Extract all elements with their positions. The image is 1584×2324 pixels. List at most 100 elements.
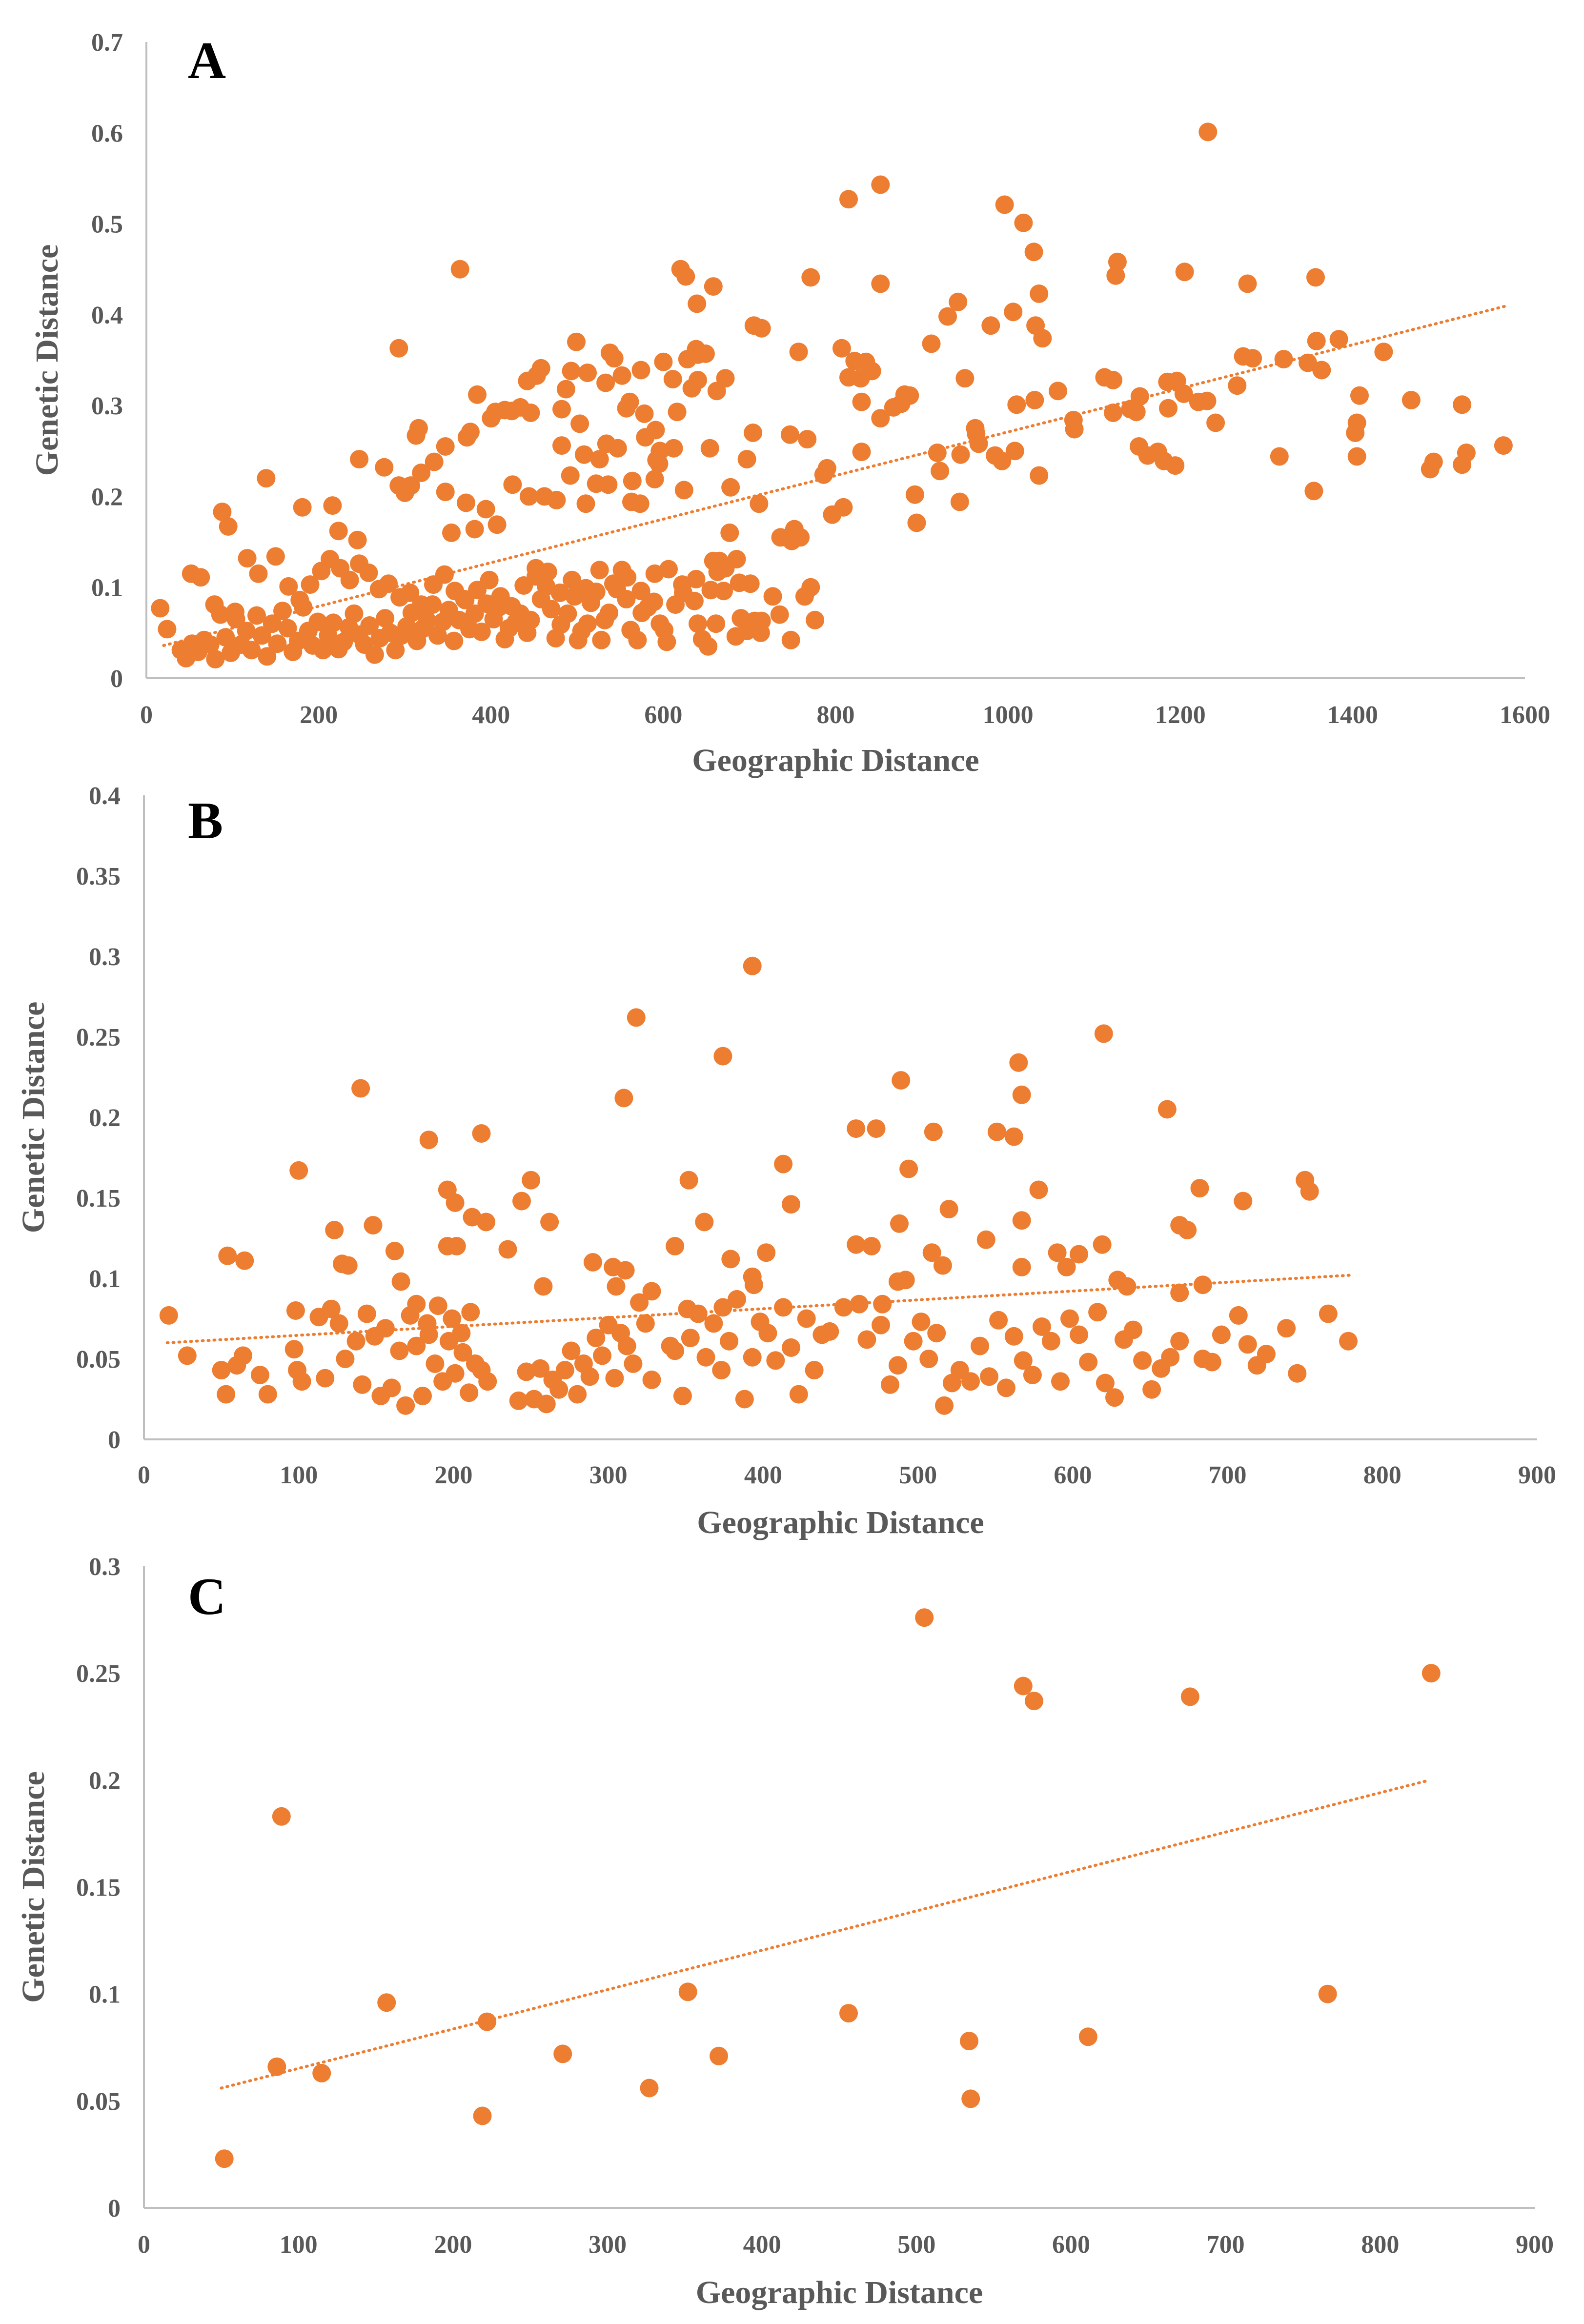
x-tick-label: 200: [434, 2231, 472, 2259]
data-point: [1238, 274, 1257, 293]
data-point: [1166, 456, 1185, 475]
data-point: [1012, 1211, 1031, 1230]
data-point: [1304, 482, 1323, 501]
data-point: [721, 1250, 740, 1269]
data-point: [555, 1361, 574, 1380]
data-point: [832, 339, 851, 358]
data-point: [989, 1311, 1008, 1330]
data-point: [1159, 399, 1178, 418]
data-point: [696, 1348, 715, 1367]
data-point: [250, 1366, 269, 1384]
x-tick-label: 1600: [1500, 701, 1550, 729]
data-point: [980, 1367, 998, 1386]
data-point: [1274, 350, 1293, 369]
x-tick-label: 1200: [1155, 701, 1206, 729]
data-point: [688, 294, 707, 313]
data-point: [1180, 1687, 1199, 1706]
data-point: [1012, 1257, 1031, 1276]
data-point: [1030, 466, 1049, 485]
data-point: [509, 1391, 528, 1410]
data-point: [1065, 420, 1084, 439]
data-point: [323, 496, 342, 515]
data-point: [593, 1346, 611, 1365]
data-point: [795, 587, 814, 606]
data-point: [743, 1348, 762, 1367]
data-point: [907, 513, 926, 532]
data-point: [1238, 1335, 1257, 1354]
data-point: [534, 1277, 553, 1296]
data-point: [1012, 1085, 1031, 1104]
data-point: [766, 1351, 785, 1370]
data-point: [436, 483, 455, 502]
data-point: [631, 582, 650, 601]
data-point: [465, 604, 484, 623]
y-tick-label: 0.2: [89, 1104, 121, 1132]
data-point: [713, 1047, 732, 1066]
data-point: [640, 2079, 659, 2098]
data-point: [1133, 1351, 1152, 1370]
data-point: [673, 1386, 692, 1405]
data-point: [484, 609, 503, 628]
y-axis-title: Genetic Distance: [16, 1771, 51, 2003]
data-point: [522, 1171, 541, 1190]
data-point: [438, 1237, 457, 1255]
data-point: [401, 1306, 420, 1325]
data-point: [798, 430, 817, 449]
data-point: [487, 515, 507, 534]
data-point: [477, 1213, 496, 1232]
x-tick-label: 800: [1363, 1461, 1401, 1489]
data-point: [364, 1216, 383, 1235]
data-point: [1029, 1180, 1048, 1199]
data-point: [1421, 460, 1440, 479]
x-tick-label: 900: [1518, 1461, 1556, 1489]
data-point: [852, 443, 871, 462]
data-point: [1025, 391, 1044, 409]
data-point: [359, 563, 378, 582]
data-point: [1014, 213, 1033, 232]
data-point: [789, 1385, 808, 1404]
data-point: [695, 1213, 714, 1232]
data-point: [329, 1314, 348, 1333]
data-point: [1170, 1283, 1189, 1302]
data-point: [1300, 1182, 1319, 1201]
data-point: [1048, 1243, 1067, 1262]
data-point: [587, 474, 606, 493]
data-point: [650, 614, 670, 633]
data-point: [805, 1361, 824, 1380]
data-point: [728, 1290, 746, 1309]
data-point: [623, 471, 642, 490]
data-point: [435, 565, 454, 584]
data-point: [151, 599, 170, 618]
y-tick-label: 0: [108, 1426, 121, 1454]
data-point: [569, 630, 588, 649]
data-point: [763, 587, 782, 606]
data-point: [1104, 371, 1122, 389]
data-point: [159, 1306, 178, 1325]
data-point: [666, 595, 685, 614]
y-tick-label: 0.3: [89, 1553, 121, 1581]
data-point: [663, 370, 682, 389]
data-point: [540, 1213, 559, 1232]
data-point: [1318, 1984, 1337, 2003]
data-point: [951, 445, 970, 464]
data-point: [316, 1369, 335, 1388]
data-point: [600, 344, 619, 363]
data-point: [303, 636, 322, 655]
data-point: [350, 450, 369, 469]
y-tick-label: 0.15: [76, 1185, 121, 1213]
y-tick-label: 0.35: [76, 863, 121, 890]
data-point: [546, 629, 565, 647]
data-point: [206, 649, 225, 668]
data-point: [266, 547, 285, 566]
data-point: [814, 465, 833, 484]
data-point: [396, 1396, 415, 1415]
data-point: [1030, 284, 1049, 303]
x-tick-label: 100: [280, 2231, 318, 2259]
data-point: [460, 1383, 479, 1402]
data-point: [340, 570, 359, 589]
data-point: [1167, 371, 1186, 390]
data-point: [1023, 1366, 1042, 1384]
x-tick-label: 0: [138, 1461, 150, 1489]
data-point: [1025, 1692, 1043, 1711]
x-axis-title: Geographic Distance: [696, 2275, 983, 2310]
